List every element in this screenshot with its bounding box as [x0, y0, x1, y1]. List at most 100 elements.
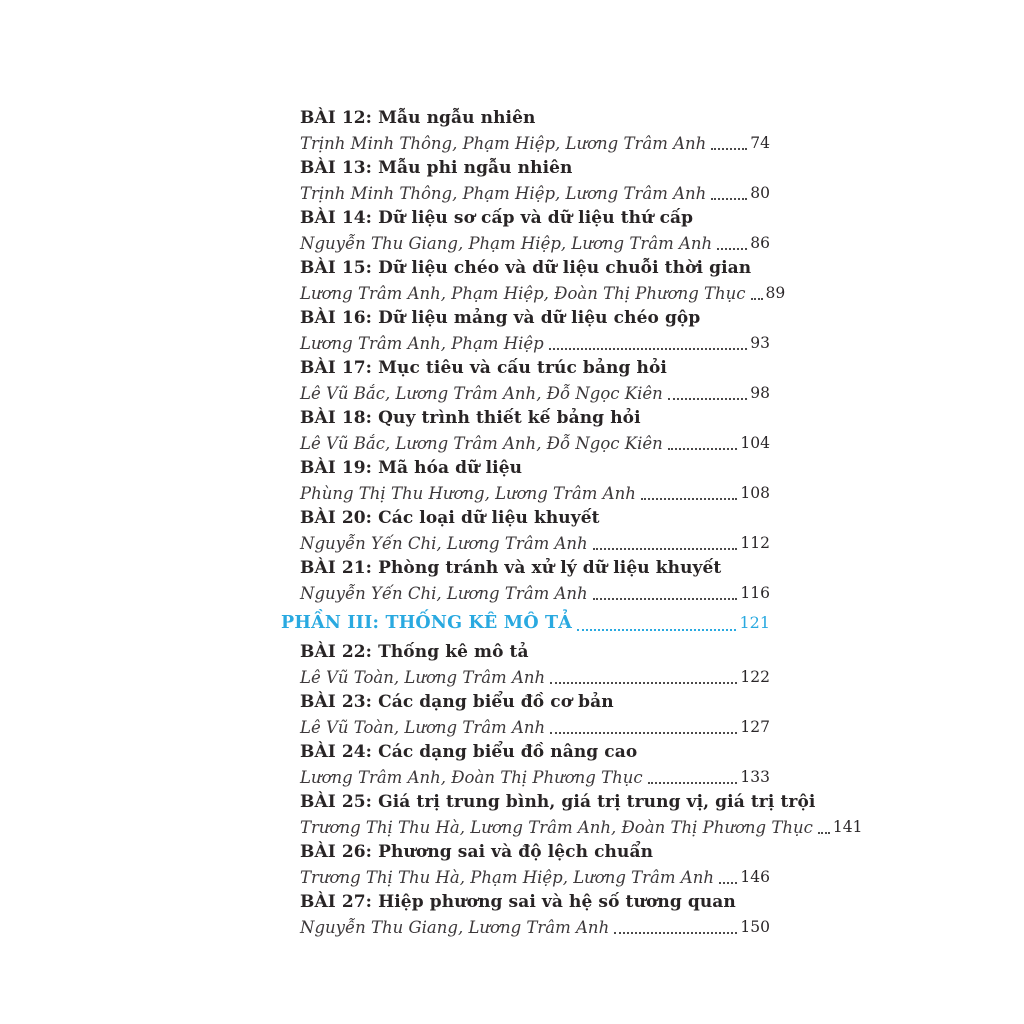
toc-entry: BÀI 20: Các loại dữ liệu khuyết Nguyễn Y…	[300, 506, 770, 556]
toc-entry: BÀI 19: Mã hóa dữ liệu Phùng Thị Thu Hươ…	[300, 456, 770, 506]
lesson-author-row: Nguyễn Thu Giang, Phạm Hiệp, Lương Trâm …	[300, 231, 770, 256]
dot-leader	[592, 548, 738, 550]
toc-list: BÀI 12: Mẫu ngẫu nhiên Trịnh Minh Thông,…	[281, 106, 862, 940]
lesson-title: BÀI 22: Thống kê mô tả	[300, 642, 529, 662]
page-number: 93	[750, 334, 770, 352]
lesson-authors: Nguyễn Thu Giang, Lương Trâm Anh	[300, 918, 610, 937]
lesson-authors: Nguyễn Yến Chi, Lương Trâm Anh	[300, 534, 588, 553]
dot-leader	[750, 298, 763, 300]
lesson-author-row: Lê Vũ Toàn, Lương Trâm Anh 127	[300, 715, 770, 740]
lesson-title: BÀI 24: Các dạng biểu đồ nâng cao	[300, 742, 638, 762]
page-number: 122	[740, 668, 770, 686]
toc-entry: BÀI 27: Hiệp phương sai và hệ số tương q…	[300, 890, 770, 940]
toc-entry: BÀI 17: Mục tiêu và cấu trúc bảng hỏi Lê…	[300, 356, 770, 406]
dot-leader	[711, 198, 748, 200]
lesson-author-row: Lê Vũ Toàn, Lương Trâm Anh 122	[300, 665, 770, 690]
lesson-title: BÀI 18: Quy trình thiết kế bảng hỏi	[300, 408, 641, 428]
toc-entry: BÀI 18: Quy trình thiết kế bảng hỏi Lê V…	[300, 406, 770, 456]
lesson-title: BÀI 16: Dữ liệu mảng và dữ liệu chéo gộp	[300, 308, 701, 328]
lesson-author-row: Nguyễn Yến Chi, Lương Trâm Anh 112	[300, 531, 770, 556]
toc-entry: BÀI 21: Phòng tránh và xử lý dữ liệu khu…	[300, 556, 770, 606]
lesson-authors: Lương Trâm Anh, Phạm Hiệp, Đoàn Thị Phươ…	[300, 284, 746, 303]
lesson-author-row: Trương Thị Thu Hà, Phạm Hiệp, Lương Trâm…	[300, 865, 770, 890]
page-number: 116	[740, 584, 770, 602]
lesson-author-row: Lê Vũ Bắc, Lương Trâm Anh, Đỗ Ngọc Kiên …	[300, 431, 770, 456]
toc-section-entry: PHẦN III: THỐNG KÊ MÔ TẢ 121	[281, 609, 770, 637]
page-number: 89	[765, 284, 786, 302]
lesson-authors: Trịnh Minh Thông, Phạm Hiệp, Lương Trâm …	[300, 184, 707, 203]
dot-leader	[711, 148, 748, 150]
lesson-title: BÀI 15: Dữ liệu chéo và dữ liệu chuỗi th…	[300, 258, 752, 278]
lesson-authors: Phùng Thị Thu Hương, Lương Trâm Anh	[300, 484, 636, 503]
page-number: 98	[750, 384, 770, 402]
lesson-title: BÀI 20: Các loại dữ liệu khuyết	[300, 508, 600, 528]
lesson-title: BÀI 27: Hiệp phương sai và hệ số tương q…	[300, 892, 736, 912]
dot-leader	[592, 598, 738, 600]
toc-entry: BÀI 15: Dữ liệu chéo và dữ liệu chuỗi th…	[300, 256, 785, 306]
dot-leader	[550, 682, 738, 684]
dot-leader	[647, 782, 738, 784]
lesson-author-row: Lương Trâm Anh, Đoàn Thị Phương Thục 133	[300, 765, 770, 790]
lesson-author-row: Phùng Thị Thu Hương, Lương Trâm Anh 108	[300, 481, 770, 506]
page-number: 121	[739, 613, 770, 632]
lesson-author-row: Trịnh Minh Thông, Phạm Hiệp, Lương Trâm …	[300, 131, 770, 156]
lesson-title: BÀI 14: Dữ liệu sơ cấp và dữ liệu thứ cấ…	[300, 208, 694, 228]
page-number: 80	[750, 184, 770, 202]
lesson-authors: Trương Thị Thu Hà, Phạm Hiệp, Lương Trâm…	[300, 868, 714, 887]
dot-leader	[717, 248, 748, 250]
dot-leader	[614, 932, 738, 934]
lesson-author-row: Trương Thị Thu Hà, Lương Trâm Anh, Đoàn …	[300, 815, 862, 840]
lesson-authors: Trịnh Minh Thông, Phạm Hiệp, Lương Trâm …	[300, 134, 707, 153]
toc-entry: BÀI 24: Các dạng biểu đồ nâng cao Lương …	[300, 740, 770, 790]
lesson-authors: Lê Vũ Toàn, Lương Trâm Anh	[300, 668, 546, 687]
lesson-authors: Lê Vũ Bắc, Lương Trâm Anh, Đỗ Ngọc Kiên	[300, 384, 663, 403]
lesson-title: BÀI 19: Mã hóa dữ liệu	[300, 458, 523, 478]
lesson-authors: Nguyễn Yến Chi, Lương Trâm Anh	[300, 584, 588, 603]
toc-entry: BÀI 13: Mẫu phi ngẫu nhiên Trịnh Minh Th…	[300, 156, 770, 206]
page-number: 127	[740, 718, 770, 736]
section-title: PHẦN III: THỐNG KÊ MÔ TẢ	[281, 613, 573, 633]
toc-entry: BÀI 23: Các dạng biểu đồ cơ bản Lê Vũ To…	[300, 690, 770, 740]
page-number: 108	[740, 484, 770, 502]
dot-leader	[548, 348, 748, 350]
dot-leader	[817, 832, 830, 834]
dot-leader	[718, 882, 738, 884]
lesson-title: BÀI 23: Các dạng biểu đồ cơ bản	[300, 692, 614, 712]
lesson-author-row: Nguyễn Yến Chi, Lương Trâm Anh 116	[300, 581, 770, 606]
page-number: 146	[740, 868, 770, 886]
lesson-title: BÀI 25: Giá trị trung bình, giá trị trun…	[300, 792, 816, 812]
toc-entry: BÀI 12: Mẫu ngẫu nhiên Trịnh Minh Thông,…	[300, 106, 770, 156]
lesson-title: BÀI 21: Phòng tránh và xử lý dữ liệu khu…	[300, 558, 722, 578]
lesson-author-row: Trịnh Minh Thông, Phạm Hiệp, Lương Trâm …	[300, 181, 770, 206]
lesson-author-row: Lương Trâm Anh, Phạm Hiệp 93	[300, 331, 770, 356]
dot-leader	[550, 732, 738, 734]
toc-entry: BÀI 26: Phương sai và độ lệch chuẩn Trươ…	[300, 840, 770, 890]
page-number: 74	[750, 134, 770, 152]
lesson-author-row: Lương Trâm Anh, Phạm Hiệp, Đoàn Thị Phươ…	[300, 281, 785, 306]
lesson-title: BÀI 13: Mẫu phi ngẫu nhiên	[300, 158, 573, 178]
dot-leader	[640, 498, 738, 500]
dot-leader	[667, 398, 748, 400]
page-number: 86	[750, 234, 770, 252]
toc-entry: BÀI 22: Thống kê mô tả Lê Vũ Toàn, Lương…	[300, 640, 770, 690]
dot-leader	[577, 629, 737, 631]
toc-entry: BÀI 14: Dữ liệu sơ cấp và dữ liệu thứ cấ…	[300, 206, 770, 256]
lesson-author-row: Lê Vũ Bắc, Lương Trâm Anh, Đỗ Ngọc Kiên …	[300, 381, 770, 406]
page-number: 133	[740, 768, 770, 786]
lesson-authors: Lương Trâm Anh, Phạm Hiệp	[300, 334, 544, 353]
lesson-authors: Trương Thị Thu Hà, Lương Trâm Anh, Đoàn …	[300, 818, 813, 837]
page-number: 104	[740, 434, 770, 452]
lesson-authors: Lê Vũ Bắc, Lương Trâm Anh, Đỗ Ngọc Kiên	[300, 434, 663, 453]
dot-leader	[667, 448, 738, 450]
toc-entry: BÀI 16: Dữ liệu mảng và dữ liệu chéo gộp…	[300, 306, 770, 356]
toc-entry: BÀI 25: Giá trị trung bình, giá trị trun…	[300, 790, 862, 840]
page-number: 112	[740, 534, 770, 552]
lesson-authors: Lương Trâm Anh, Đoàn Thị Phương Thục	[300, 768, 643, 787]
page-number: 150	[740, 918, 770, 936]
lesson-title: BÀI 26: Phương sai và độ lệch chuẩn	[300, 842, 654, 862]
lesson-author-row: Nguyễn Thu Giang, Lương Trâm Anh 150	[300, 915, 770, 940]
lesson-title: BÀI 17: Mục tiêu và cấu trúc bảng hỏi	[300, 358, 667, 378]
page-number: 141	[832, 818, 863, 836]
lesson-title: BÀI 12: Mẫu ngẫu nhiên	[300, 108, 536, 128]
